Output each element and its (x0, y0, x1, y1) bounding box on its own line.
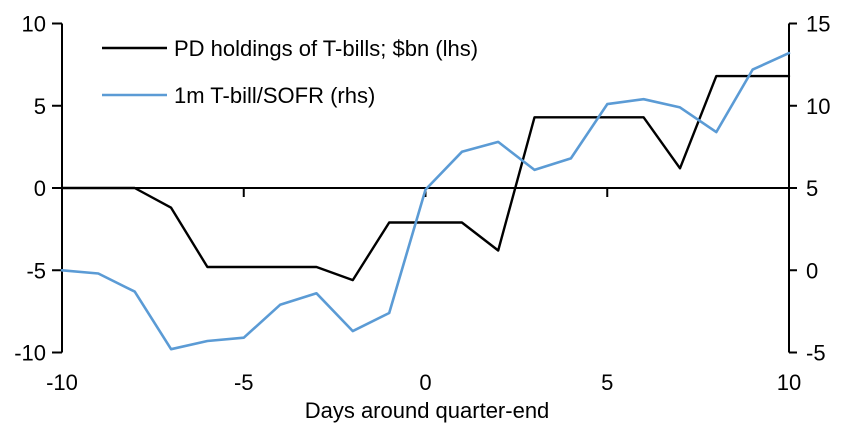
right-tick-label: -5 (806, 341, 826, 366)
right-tick-label: 0 (806, 258, 818, 283)
x-tick-label: 5 (601, 370, 613, 395)
x-tick-label: -5 (234, 370, 254, 395)
left-tick-label: 5 (34, 94, 46, 119)
left-axis-ticks: 10 5 0 -5 -10 (14, 12, 62, 366)
x-tick-label: 10 (777, 370, 801, 395)
right-axis-ticks: 15 10 5 0 -5 (789, 12, 830, 366)
right-tick-label: 10 (806, 94, 830, 119)
legend-label-tbill-sofr: 1m T-bill/SOFR (rhs) (174, 83, 375, 108)
left-tick-label: 10 (22, 12, 46, 37)
legend-label-pd-holdings: PD holdings of T-bills; $bn (lhs) (174, 36, 478, 61)
x-tick-label: 0 (419, 370, 431, 395)
legend: PD holdings of T-bills; $bn (lhs) 1m T-b… (102, 36, 478, 108)
series-lines (60, 51, 791, 351)
series-line-tbill-sofr (60, 51, 791, 351)
x-axis-title: Days around quarter-end (305, 398, 550, 423)
right-tick-label: 15 (806, 12, 830, 37)
right-tick-label: 5 (806, 176, 818, 201)
left-tick-label: -5 (26, 258, 46, 283)
x-tick-label: -10 (46, 370, 78, 395)
left-tick-label: -10 (14, 341, 46, 366)
left-tick-label: 0 (34, 176, 46, 201)
series-line-pd-holdings (60, 74, 791, 282)
x-axis-ticks: -10 -5 0 5 10 (46, 188, 801, 395)
